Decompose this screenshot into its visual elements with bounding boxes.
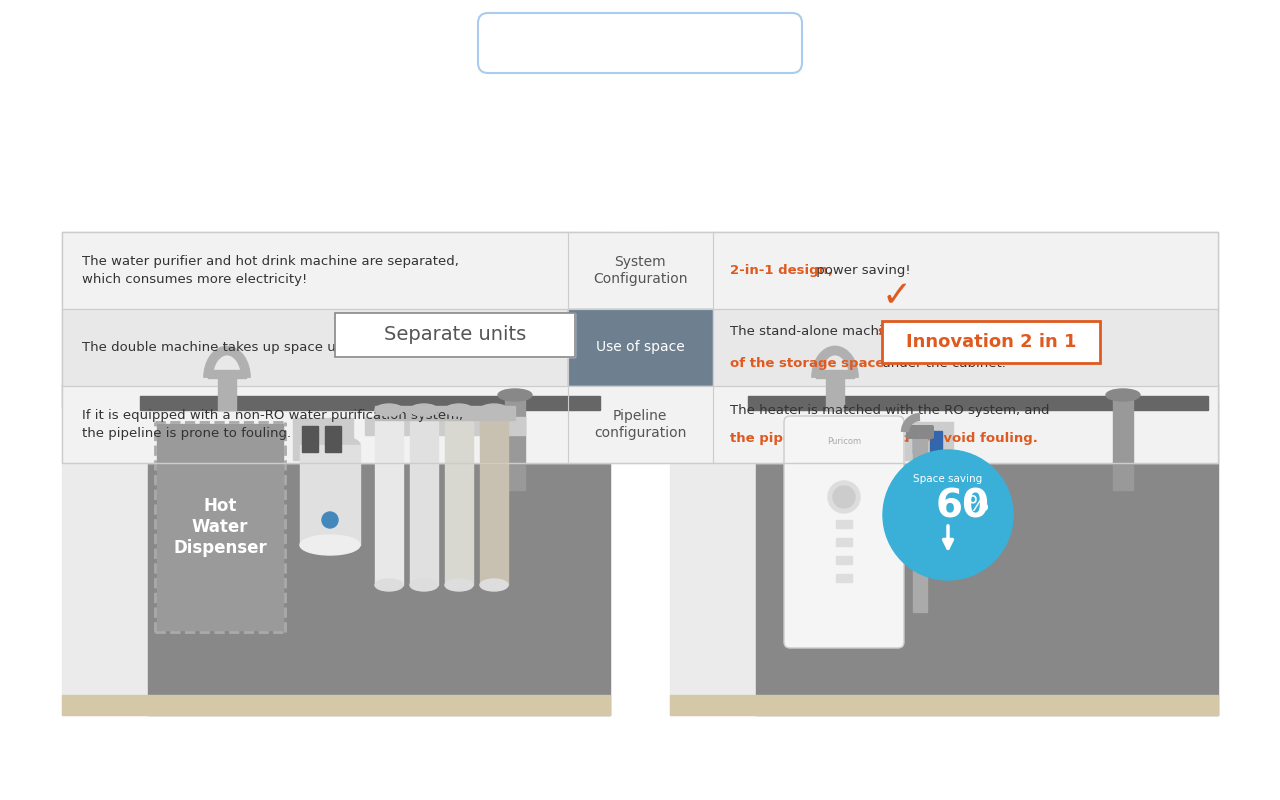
Text: 60: 60 — [936, 488, 989, 526]
Bar — [61, 695, 611, 715]
Ellipse shape — [833, 486, 855, 508]
Text: of the storage space: of the storage space — [731, 357, 884, 370]
Bar — [218, 375, 236, 410]
Bar — [836, 520, 852, 528]
Ellipse shape — [480, 579, 508, 591]
Text: COMPARISON CHART: COMPARISON CHART — [535, 34, 745, 52]
Text: saves more than 60%: saves more than 60% — [878, 325, 1039, 338]
Bar — [61, 232, 1219, 463]
Text: The double machine takes up space under the cabinet.: The double machine takes up space under … — [82, 341, 451, 354]
Bar — [445, 410, 474, 585]
Bar — [61, 386, 567, 463]
Bar — [480, 410, 508, 585]
Text: The stand-alone machine: The stand-alone machine — [731, 325, 904, 338]
Text: Space saving: Space saving — [914, 474, 983, 484]
Ellipse shape — [480, 404, 508, 416]
Bar — [669, 397, 1219, 407]
Bar — [410, 410, 438, 585]
Bar — [207, 370, 246, 378]
Text: System
Configuration: System Configuration — [593, 255, 687, 286]
Bar — [335, 313, 575, 357]
Text: Separate units: Separate units — [384, 326, 526, 345]
Bar — [669, 384, 1219, 397]
Text: Pipeline
configuration: Pipeline configuration — [594, 410, 686, 440]
Text: Puricom: Puricom — [827, 438, 861, 446]
Ellipse shape — [445, 404, 474, 416]
Bar — [335, 313, 575, 357]
Bar — [836, 538, 852, 546]
Ellipse shape — [1106, 389, 1140, 401]
Bar — [61, 232, 611, 385]
Bar — [905, 422, 954, 460]
Bar — [61, 384, 611, 397]
Bar — [365, 417, 525, 435]
Bar — [756, 405, 1219, 715]
Ellipse shape — [300, 535, 360, 555]
Ellipse shape — [375, 579, 403, 591]
FancyBboxPatch shape — [906, 425, 934, 439]
Bar — [713, 232, 1219, 309]
Bar — [567, 232, 713, 309]
Bar — [882, 321, 1100, 363]
Bar — [140, 396, 600, 410]
Text: The water purifier and hot drink machine are separated,
which consumes more elec: The water purifier and hot drink machine… — [82, 255, 458, 286]
Ellipse shape — [445, 579, 474, 591]
Text: If it is equipped with a non-RO water purification system,
the pipeline is prone: If it is equipped with a non-RO water pu… — [82, 409, 463, 440]
Text: Use of space: Use of space — [595, 341, 685, 354]
Bar — [931, 431, 942, 453]
Bar — [375, 410, 403, 585]
Bar — [302, 426, 317, 452]
Bar — [61, 397, 611, 407]
Bar — [148, 405, 611, 715]
Bar — [748, 396, 1208, 410]
Bar — [61, 232, 611, 715]
Bar — [826, 375, 844, 410]
Bar — [836, 556, 852, 564]
Text: 2-in-1 design,: 2-in-1 design, — [731, 264, 833, 277]
Bar — [669, 695, 1219, 715]
Bar — [836, 574, 852, 582]
Bar — [669, 232, 1219, 385]
Ellipse shape — [410, 404, 438, 416]
Text: Innovation 2 in 1: Innovation 2 in 1 — [906, 333, 1076, 351]
Bar — [300, 445, 360, 545]
Bar — [913, 432, 927, 612]
Bar — [506, 395, 525, 490]
Bar — [61, 309, 567, 386]
Bar — [293, 418, 353, 460]
Bar — [882, 321, 1100, 363]
Bar — [817, 370, 854, 378]
Text: under the cabinet.: under the cabinet. — [878, 357, 1006, 370]
Text: ✓: ✓ — [882, 279, 913, 313]
Text: Hot
Water
Dispenser: Hot Water Dispenser — [173, 497, 266, 557]
Ellipse shape — [498, 389, 532, 401]
Text: the pipeline is designed to avoid fouling.: the pipeline is designed to avoid foulin… — [731, 432, 1038, 445]
Bar — [375, 406, 515, 420]
Ellipse shape — [375, 404, 403, 416]
FancyBboxPatch shape — [783, 416, 904, 648]
Bar — [713, 386, 1219, 463]
Circle shape — [323, 512, 338, 528]
Text: %: % — [968, 495, 989, 515]
Bar — [157, 424, 283, 630]
Bar — [669, 232, 1219, 715]
Bar — [913, 431, 925, 453]
Bar — [567, 309, 713, 386]
Ellipse shape — [828, 481, 860, 513]
Bar — [325, 426, 340, 452]
Ellipse shape — [300, 435, 360, 455]
Bar — [567, 386, 713, 463]
Bar — [1114, 395, 1133, 490]
Text: The heater is matched with the RO system, and: The heater is matched with the RO system… — [731, 404, 1050, 417]
Bar — [713, 309, 1219, 386]
Bar — [61, 232, 567, 309]
Ellipse shape — [410, 579, 438, 591]
Circle shape — [883, 450, 1012, 580]
FancyBboxPatch shape — [477, 13, 803, 73]
Text: power saving!: power saving! — [813, 264, 911, 277]
